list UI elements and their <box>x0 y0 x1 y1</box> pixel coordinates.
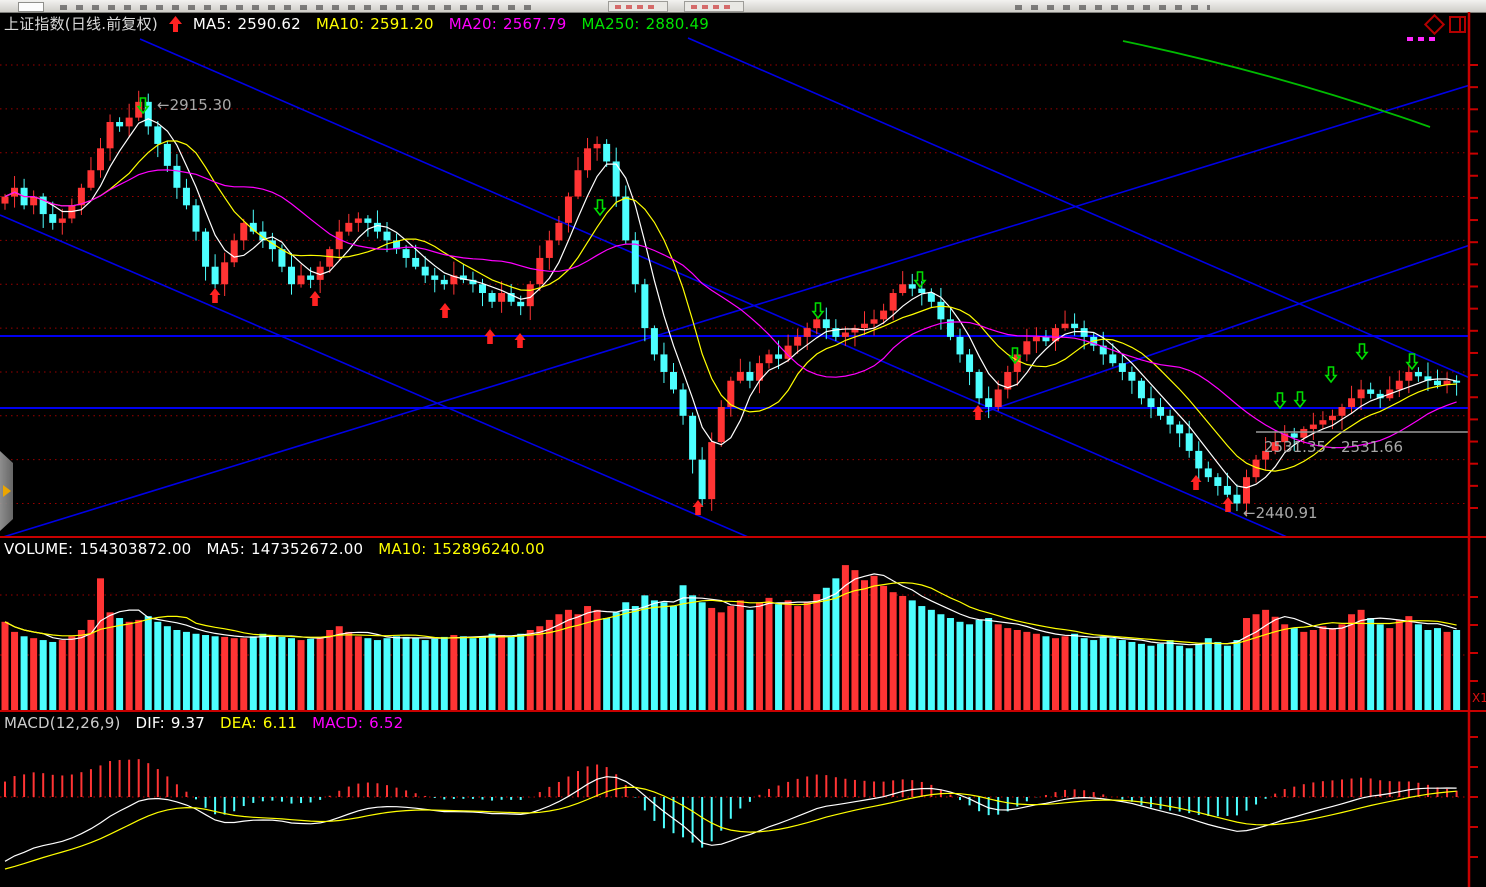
current-price-range-label: 2531.35 - 2531.66 <box>1264 438 1404 456</box>
dot <box>1429 37 1435 41</box>
menubar-cropped[interactable] <box>0 0 1486 13</box>
dea-readout: DEA: 6.11 <box>220 714 298 732</box>
ma10-readout: MA10: 2591.20 <box>315 14 434 33</box>
menu-items-cropped[interactable] <box>60 5 540 10</box>
sidebar-slide-tab[interactable] <box>0 451 13 531</box>
macd-pane-header: MACD(12,26,9) DIF: 9.37 DEA: 6.11 MACD: 6.5… <box>4 714 403 732</box>
split-window-icon[interactable] <box>1449 16 1466 33</box>
low-price-label: ←2440.91 <box>1243 504 1318 522</box>
peak-price-label: ←2915.30 <box>157 96 232 114</box>
volume-ma10-readout: MA10: 152896240.00 <box>378 540 545 558</box>
ma250-readout: MA250: 2880.49 <box>581 14 710 33</box>
dif-readout: DIF: 9.37 <box>135 714 206 732</box>
macd-title: MACD(12,26,9) <box>4 714 121 732</box>
quote-text-cropped <box>615 5 659 9</box>
instrument-title: 上证指数(日线.前复权) <box>4 15 158 33</box>
ellipsis-icon[interactable] <box>1407 37 1437 41</box>
volume-ma5-readout: MA5: 147352672.00 <box>206 540 364 558</box>
ma20-readout: MA20: 2567.79 <box>448 14 567 33</box>
divider <box>1459 18 1461 31</box>
slide-out-arrow-icon <box>3 485 11 497</box>
quote-text-cropped <box>691 5 735 9</box>
volume-unit-label: X1 <box>1472 691 1486 705</box>
dot <box>1418 37 1424 41</box>
dot <box>1407 37 1413 41</box>
up-arrow-icon <box>168 15 182 32</box>
quote-button-1[interactable] <box>608 1 668 12</box>
main-pane-header: 上证指数(日线.前复权) MA5: 2590.62 MA10: 2591.20 MA… <box>4 13 709 34</box>
volume-readout: VOLUME: 154303872.00 <box>4 540 192 558</box>
ma5-readout: MA5: 2590.62 <box>192 14 301 33</box>
menu-window-icon[interactable] <box>18 2 44 12</box>
volume-pane-header: VOLUME: 154303872.00 MA5: 147352672.00 MA1… <box>4 540 545 558</box>
quote-button-2[interactable] <box>684 1 744 12</box>
menu-right-cropped[interactable] <box>1015 5 1210 10</box>
macd-readout: MACD: 6.52 <box>312 714 404 732</box>
